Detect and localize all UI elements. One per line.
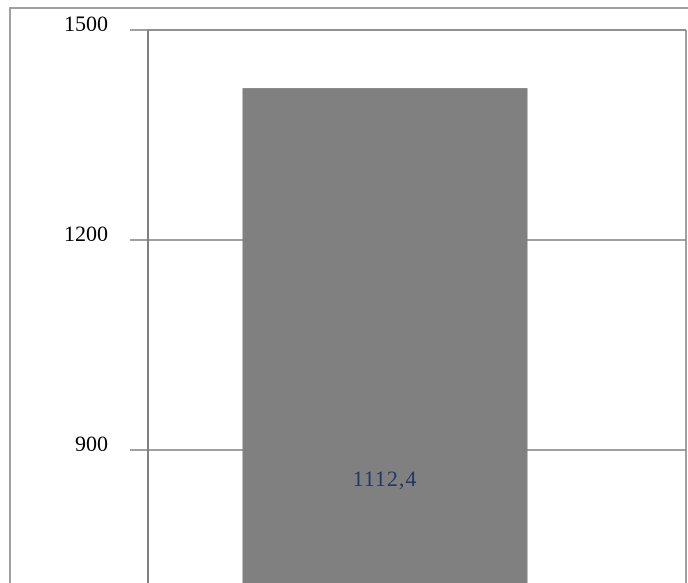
y-tick-label: 1200 [64,221,108,246]
y-tick-label: 900 [75,431,108,456]
y-tick-label: 1500 [64,11,108,36]
chart-frame [9,7,688,583]
bar [242,88,528,583]
bar-annotation: 1112,4 [353,466,418,491]
